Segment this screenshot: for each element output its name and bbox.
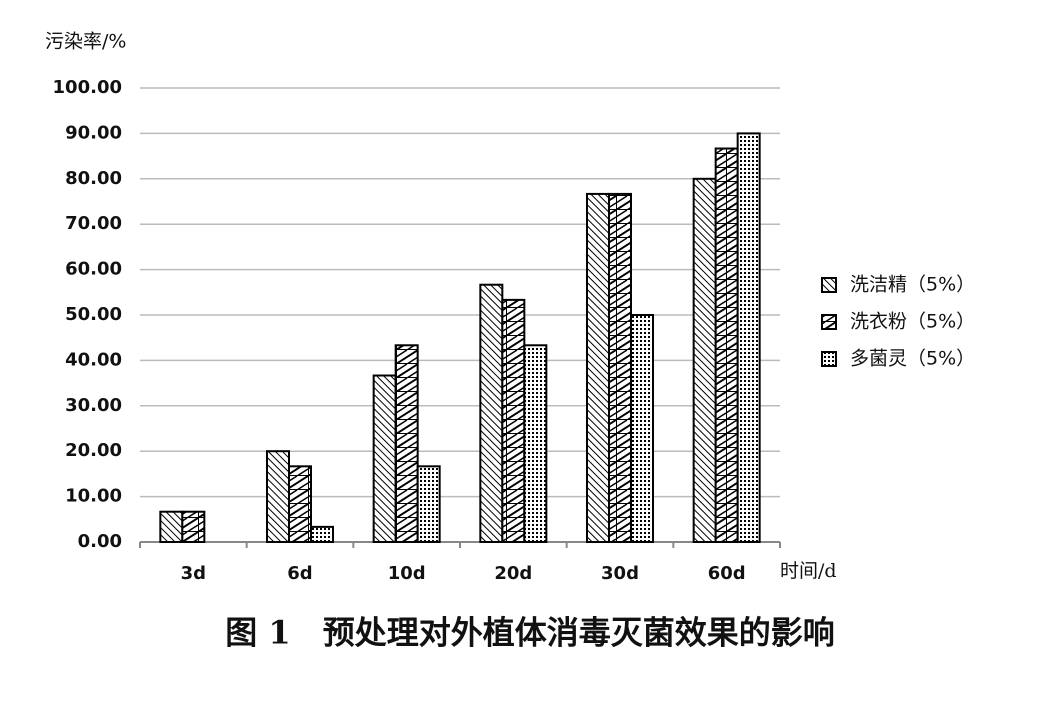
bar <box>630 314 654 543</box>
bar <box>266 450 290 544</box>
y-axis-label: 污染率/% <box>45 31 126 53</box>
bar <box>288 465 312 544</box>
y-tick-label: 10.00 <box>65 486 122 507</box>
bar <box>692 177 717 544</box>
x-tick-label: 10d <box>388 563 426 584</box>
legend-label: 洗洁精（5%） <box>850 274 975 296</box>
y-tick-label: 70.00 <box>65 213 122 234</box>
legend-swatch <box>821 277 837 293</box>
y-tick-label: 90.00 <box>65 122 122 143</box>
x-tick-label: 20d <box>494 563 532 584</box>
bar <box>416 465 441 544</box>
y-tick-label: 20.00 <box>65 440 122 461</box>
bar <box>181 510 206 543</box>
y-tick-label: 50.00 <box>65 304 122 325</box>
x-tick-label: 30d <box>601 563 639 584</box>
x-tick-label: 6d <box>287 563 312 584</box>
bar <box>523 344 548 543</box>
y-tick-label: 100.00 <box>53 77 122 98</box>
legend-label: 洗衣粉（5%） <box>850 311 975 333</box>
y-tick-label: 40.00 <box>65 349 122 370</box>
bar <box>608 192 632 543</box>
bar <box>586 192 610 543</box>
x-axis-label: 时间/d <box>780 560 837 582</box>
bar <box>394 344 419 543</box>
x-tick-label: 60d <box>708 563 746 584</box>
y-tick-label: 80.00 <box>65 168 122 189</box>
chart-title: 图 1 预处理对外植体消毒灭菌效果的影响 <box>225 614 834 652</box>
bar <box>159 510 184 543</box>
bar <box>501 298 526 543</box>
x-tick-label: 3d <box>181 563 206 584</box>
legend-swatch <box>821 314 837 330</box>
bar <box>736 132 761 543</box>
legend-label: 多菌灵（5%） <box>850 348 975 370</box>
y-tick-label: 30.00 <box>65 395 122 416</box>
bar <box>479 283 504 543</box>
bar <box>372 374 397 543</box>
y-tick-label: 60.00 <box>65 259 122 280</box>
y-tick-label: 0.00 <box>78 531 122 552</box>
bar <box>310 525 334 543</box>
legend-swatch <box>821 351 837 367</box>
bar <box>714 147 739 544</box>
